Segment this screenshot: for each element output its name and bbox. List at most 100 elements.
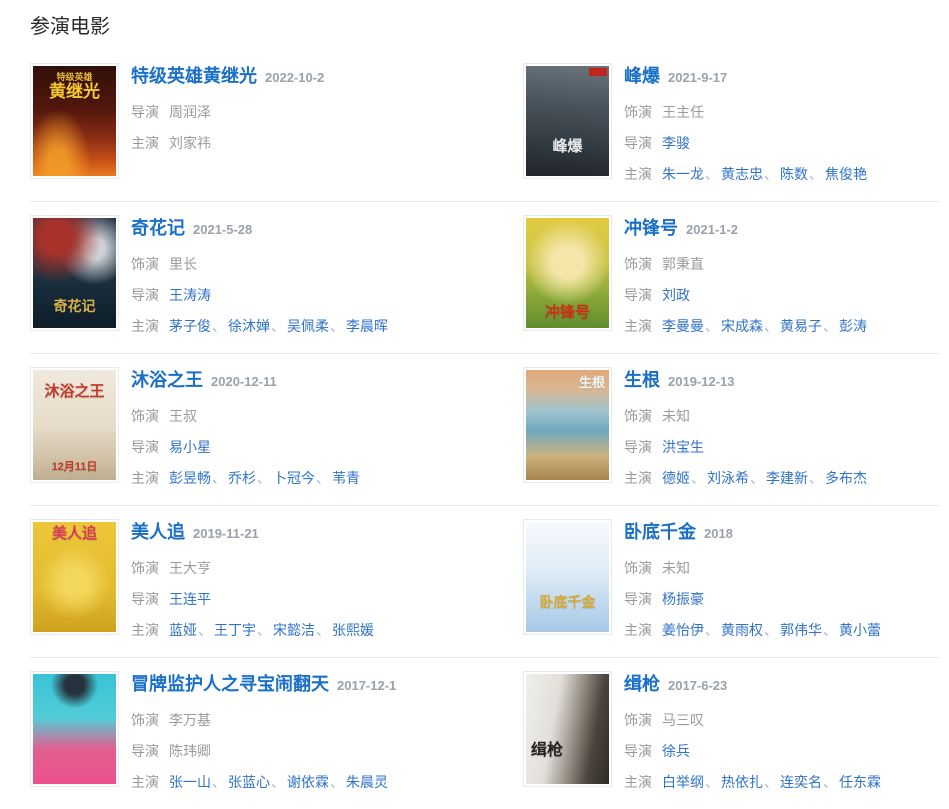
director-person-link[interactable]: 王涛涛 [169, 287, 211, 303]
movie-title-line: 奇花记 2021-5-28 [131, 217, 523, 241]
movie-poster-image: 冲锋号 [526, 218, 609, 328]
director-person-link[interactable]: 王连平 [169, 591, 211, 607]
star-separator: 、 [330, 774, 344, 790]
star-person-link[interactable]: 张熙媛 [332, 622, 374, 638]
movie-poster-link[interactable]: 缉枪 [523, 671, 612, 787]
star-person-link[interactable]: 黄易子 [780, 318, 822, 334]
star-person-link[interactable]: 吴佩柔 [287, 318, 329, 334]
movie-title-line: 卧底千金 2018 [624, 521, 940, 545]
role-value: 郭秉直 [662, 256, 704, 272]
director-value: 王涛涛 [169, 287, 211, 303]
movie-title-link[interactable]: 生根 [624, 370, 660, 390]
movie-director-line: 导演 刘政 [624, 288, 940, 303]
star-person-link[interactable]: 陈数 [780, 166, 808, 182]
movie-poster-link[interactable]: 峰爆 [523, 63, 612, 179]
star-person-link[interactable]: 黄小蕾 [839, 622, 881, 638]
star-person-link[interactable]: 张蓝心 [228, 774, 270, 790]
star-separator: 、 [271, 774, 285, 790]
movie-release-date: 2021-1-2 [686, 222, 739, 237]
movie-poster-link[interactable]: 生根 [523, 367, 612, 483]
star-person-link[interactable]: 任东霖 [839, 774, 881, 790]
movie-title-link[interactable]: 冲锋号 [624, 218, 678, 238]
star-person-link[interactable]: 焦俊艳 [825, 166, 867, 182]
star-person-link[interactable]: 宋成森 [721, 318, 763, 334]
movie-poster-link[interactable]: 卧底千金 [523, 519, 612, 635]
movie-card: 冒牌监护人之寻宝闹翻天 2017-12-1 饰演 李万基 导演 陈玮卿 主演 张一山、张… [30, 658, 523, 809]
movie-title-link[interactable]: 特级英雄黄继光 [131, 66, 257, 86]
movie-release-date: 2021-5-28 [193, 222, 253, 237]
star-person-link[interactable]: 乔杉 [228, 470, 256, 486]
star-person-link[interactable]: 谢依霖 [287, 774, 329, 790]
movie-card: 沐浴之王 12月11日 沐浴之王 2020-12-11 饰演 王叔 导演 易小星 主演彭… [30, 354, 523, 506]
star-person-link[interactable]: 刘泳希 [707, 470, 749, 486]
movie-card: 峰爆 峰爆 2021-9-17 饰演 王主任 导演 李骏 主演 朱一龙、 黄志忠、 陈数、焦… [523, 50, 940, 202]
star-person-link[interactable]: 卜冠今 [273, 470, 315, 486]
star-person-link[interactable]: 李晨晖 [346, 318, 388, 334]
director-label: 导演 [624, 591, 652, 607]
star-person-link[interactable]: 黄雨权 [721, 622, 763, 638]
star-person-link[interactable]: 热依扎 [721, 774, 763, 790]
star-person-link[interactable]: 茅子俊 [169, 318, 211, 334]
star-person-link[interactable]: 彭昱畅 [169, 470, 211, 486]
star-person-link[interactable]: 王丁宇 [214, 622, 256, 638]
poster-title-text: 生根 [578, 374, 605, 390]
star-person-link[interactable]: 白举纲 [662, 774, 704, 790]
stars-value: 茅子俊、 徐沐婵、 吴佩柔、 李晨晖 [169, 318, 388, 334]
stars-label: 主演 [131, 774, 159, 790]
star-person-link[interactable]: 李建新 [766, 470, 808, 486]
star-person-link[interactable]: 连奕名 [780, 774, 822, 790]
star-separator: 、 [257, 470, 271, 486]
star-person-link[interactable]: 徐沐婵 [228, 318, 270, 334]
star-person-link[interactable]: 多布杰 [825, 470, 867, 486]
director-person-name: 周润泽 [169, 104, 211, 120]
star-person-link[interactable]: 李曼曼 [662, 318, 704, 334]
star-person-link[interactable]: 彭涛 [839, 318, 867, 334]
director-person-link[interactable]: 刘政 [662, 287, 690, 303]
role-value: 里长 [169, 256, 197, 272]
star-person-link[interactable]: 蓝娅 [169, 622, 197, 638]
movie-title-link[interactable]: 峰爆 [624, 66, 660, 86]
movie-title-link[interactable]: 沐浴之王 [131, 370, 203, 390]
role-value: 李万基 [169, 712, 211, 728]
movie-title-link[interactable]: 美人追 [131, 522, 185, 542]
movie-title-link[interactable]: 奇花记 [131, 218, 185, 238]
star-person-link[interactable]: 朱一龙 [662, 166, 704, 182]
star-separator: 、 [705, 166, 719, 182]
director-person-link[interactable]: 李骏 [662, 135, 690, 151]
director-person-link[interactable]: 洪宝生 [662, 439, 704, 455]
star-person-link[interactable]: 黄志忠 [721, 166, 763, 182]
movie-role-line: 饰演 里长 [131, 257, 523, 272]
star-person-link[interactable]: 姜怡伊 [662, 622, 704, 638]
star-person-link[interactable]: 朱晨灵 [346, 774, 388, 790]
movie-info: 特级英雄黄继光 2022-10-2 导演 周润泽 主演 刘家祎 [131, 63, 523, 182]
stars-label: 主演 [131, 318, 159, 334]
role-label: 饰演 [131, 408, 159, 424]
movie-title-link[interactable]: 冒牌监护人之寻宝闹翻天 [131, 674, 329, 694]
poster-sub-text: 12月11日 [51, 461, 98, 474]
star-person-link[interactable]: 苇青 [332, 470, 360, 486]
poster-title-text: 美人追 [51, 525, 97, 543]
star-person-link[interactable]: 宋懿洁 [273, 622, 315, 638]
movie-title-link[interactable]: 卧底千金 [624, 522, 696, 542]
movie-title-link[interactable]: 缉枪 [624, 674, 660, 694]
star-person-link[interactable]: 德姬 [662, 470, 690, 486]
star-separator: 、 [705, 774, 719, 790]
movie-poster-link[interactable]: 沐浴之王 12月11日 [30, 367, 119, 483]
director-person-link[interactable]: 易小星 [169, 439, 211, 455]
director-person-link[interactable]: 徐兵 [662, 743, 690, 759]
star-person-link[interactable]: 郭伟华 [780, 622, 822, 638]
movie-poster-link[interactable]: 冲锋号 [523, 215, 612, 331]
star-person-link[interactable]: 张一山 [169, 774, 211, 790]
movie-poster-link[interactable] [30, 671, 119, 787]
director-person-link[interactable]: 杨振豪 [662, 591, 704, 607]
movie-role-line: 饰演 未知 [624, 561, 940, 576]
star-separator: 、 [691, 470, 705, 486]
movie-poster-link[interactable]: 美人追 [30, 519, 119, 635]
poster-title-text: 缉枪 [531, 742, 564, 760]
movie-poster-link[interactable]: 奇花记 [30, 215, 119, 331]
stars-value: 德姬、 刘泳希、 李建新、 多布杰 [662, 470, 867, 486]
movie-poster-link[interactable]: 黄继光 特级英雄 [30, 63, 119, 179]
stars-label: 主演 [624, 166, 652, 182]
movie-info: 奇花记 2021-5-28 饰演 里长 导演 王涛涛 主演 茅子俊、 徐沐婵、 吴佩柔、 李晨… [131, 215, 523, 334]
movies-grid: 黄继光 特级英雄 特级英雄黄继光 2022-10-2 导演 周润泽 主演 刘家祎 峰爆 … [30, 50, 940, 809]
